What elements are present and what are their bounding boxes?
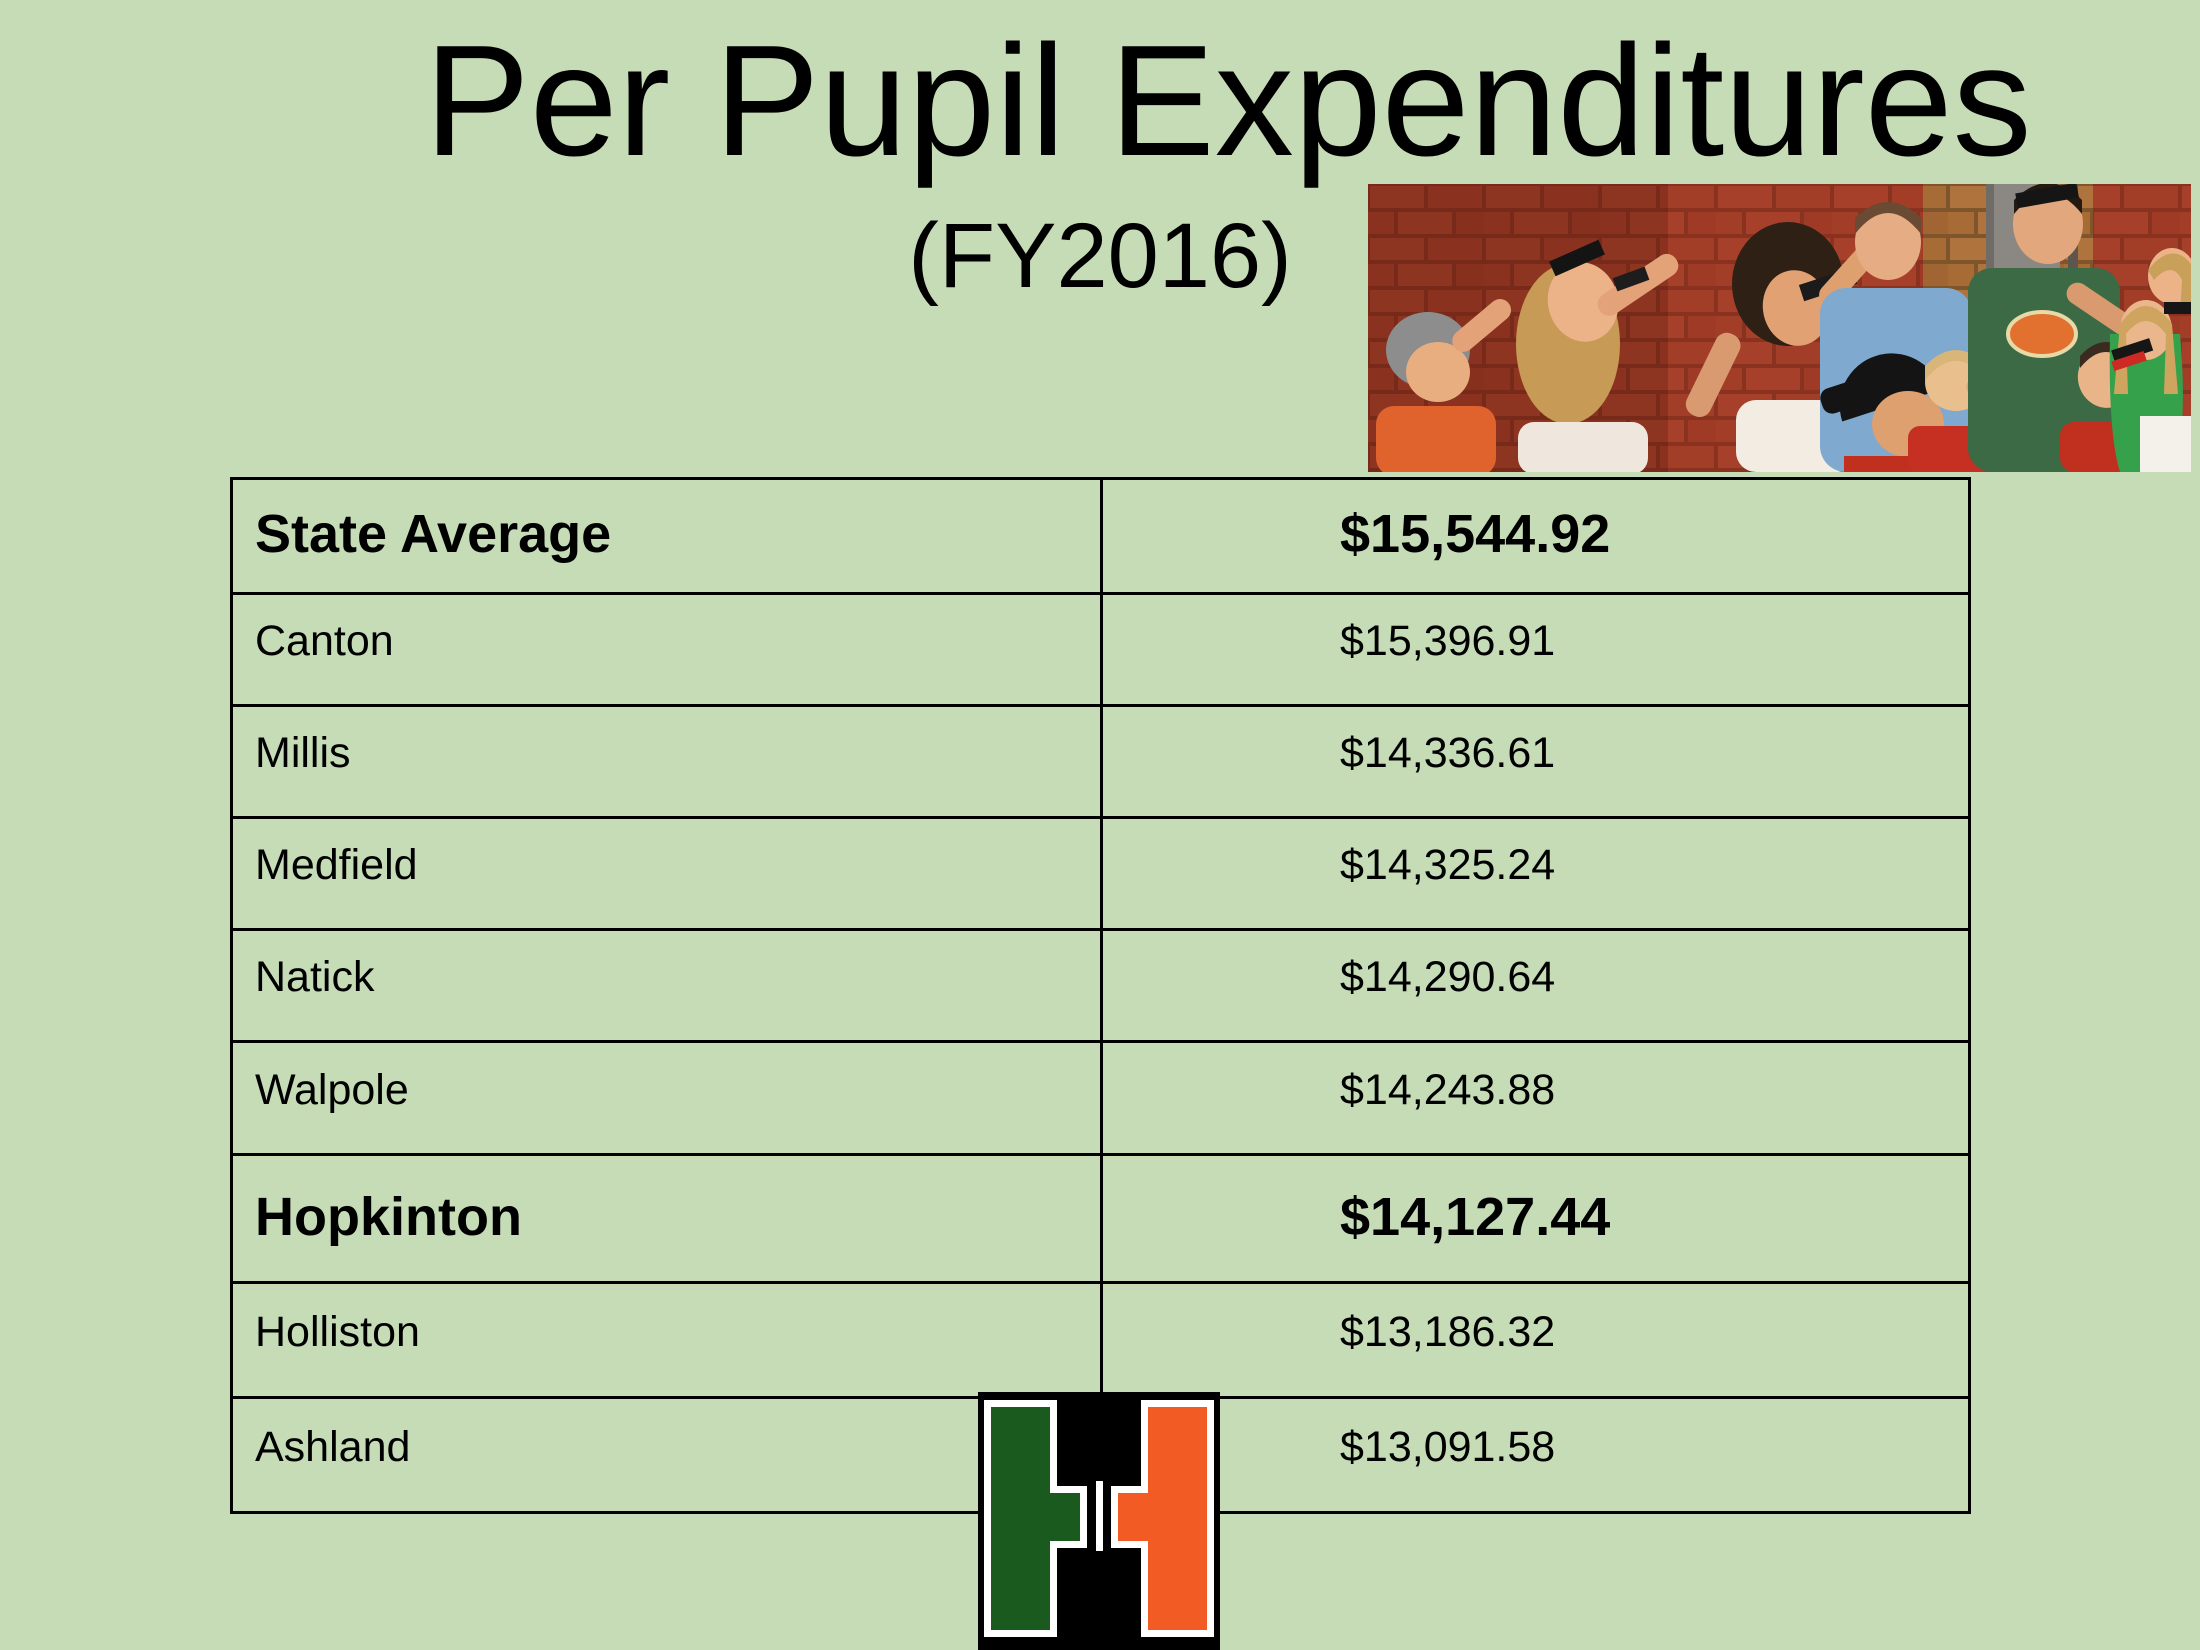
expenditure-value: $14,325.24 [1100,819,1968,928]
expenditure-table: State Average $15,544.92 Canton $15,396.… [230,477,1971,1514]
hopkinton-h-logo [978,1392,1220,1650]
district-name: Hopkinton [255,1186,522,1247]
logo-white-center [1096,1481,1103,1551]
district-name: Walpole [255,1065,409,1114]
expenditure-value: $14,127.44 [1100,1156,1968,1281]
expenditure-value: $15,396.91 [1100,595,1968,704]
slide-subtitle: (FY2016) [908,205,1292,307]
district-name: Millis [255,729,351,777]
district-name: Ashland [255,1422,411,1471]
logo-green-bar [991,1407,1080,1630]
logo-orange-bar [1118,1407,1207,1630]
table-row: Medfield $14,325.24 [233,816,1968,928]
slide-title: Per Pupil Expenditures [424,13,2032,189]
table-row: Millis $14,336.61 [233,704,1968,816]
district-name: State Average [255,504,612,564]
table-row: Canton $15,396.91 [233,592,1968,704]
table-row: State Average $15,544.92 [233,480,1968,592]
expenditure-value: $14,290.64 [1100,931,1968,1040]
figure-darkhair-woman [1685,222,1884,472]
district-name: Canton [255,617,394,665]
expenditure-value: $14,336.61 [1100,707,1968,816]
figure-left-kid [1376,299,1512,472]
figure-right-blonde [2140,248,2191,472]
district-name: Holliston [255,1307,420,1356]
expenditure-value: $13,186.32 [1100,1284,1968,1396]
table-row: Hopkinton $14,127.44 [233,1153,1968,1281]
expenditure-value: $15,544.92 [1100,480,1968,592]
expenditure-value: $13,091.58 [1100,1399,1968,1511]
table-row: Walpole $14,243.88 [233,1040,1968,1153]
table-row: Natick $14,290.64 [233,928,1968,1040]
table-row: Holliston $13,186.32 [233,1281,1968,1396]
district-name: Natick [255,953,375,1001]
figure-blonde-woman [1516,239,1679,472]
district-name: Medfield [255,841,418,889]
expenditure-value: $14,243.88 [1100,1043,1968,1153]
expenditure-table-body: State Average $15,544.92 Canton $15,396.… [233,480,1968,1511]
crowd-photo [1368,184,2191,472]
